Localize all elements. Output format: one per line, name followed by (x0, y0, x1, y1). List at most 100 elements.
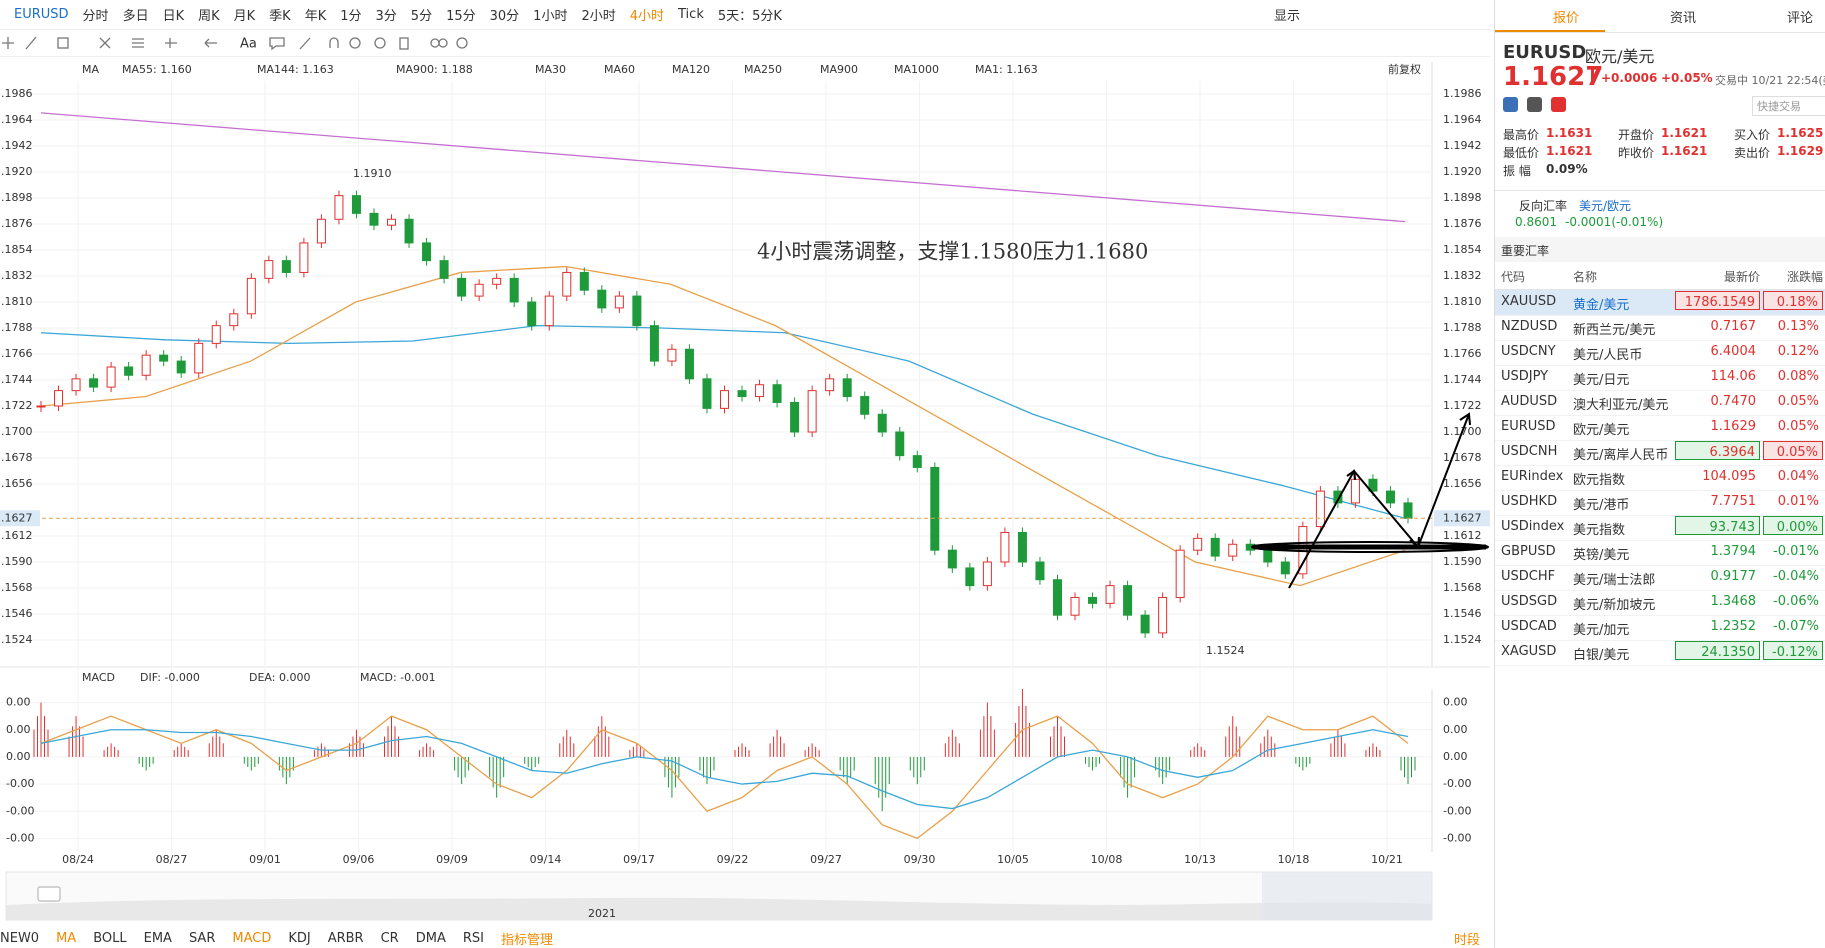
period-tab[interactable]: 3分 (375, 9, 397, 24)
quick-trade[interactable]: 快捷交易 (1752, 96, 1825, 116)
candle (772, 384, 782, 403)
panel-tab[interactable]: 评论 (1787, 11, 1814, 26)
rate-row[interactable]: USDindex 美元指数 93.743 0.00% (1495, 515, 1825, 541)
x-tick-label: 09/27 (810, 853, 842, 866)
indicator-tab[interactable]: SAR (188, 930, 216, 946)
rate-row[interactable]: USDCNY 美元/人民币 6.4004 0.12% (1495, 340, 1825, 366)
rate-row[interactable]: USDCNH 美元/离岸人民币 6.3964 0.05% (1495, 440, 1825, 466)
macd-tick-label: 0.00 (1443, 696, 1468, 709)
y-tick-label: 1.1546 (1443, 607, 1482, 620)
rate-row[interactable]: USDCAD 美元/加元 1.2352 -0.07% (1495, 615, 1825, 641)
candle (141, 354, 151, 376)
rate-row[interactable]: EURUSD 欧元/美元 1.1629 0.05% (1495, 415, 1825, 441)
candle (492, 277, 502, 285)
rates-col-header: 最新价 (1723, 270, 1760, 284)
indicator-tab[interactable]: EMA (143, 930, 172, 946)
rate-row[interactable]: USDSGD 美元/新加坡元 1.3468 -0.06% (1495, 590, 1825, 616)
period-tab[interactable]: 15分 (446, 9, 476, 24)
x-tick-label: 10/13 (1184, 853, 1216, 866)
rate-change: -0.06% (1773, 594, 1819, 609)
ma900-line (40, 112, 1406, 223)
y-tick-label-left: 1.1964 (0, 113, 33, 126)
range-select[interactable]: 5天：5分K (717, 9, 782, 24)
period-tab[interactable]: 周K (198, 9, 220, 24)
quote-icon[interactable] (1551, 97, 1566, 112)
rate-code: EURindex (1501, 469, 1564, 484)
period-tab[interactable]: 日K (162, 9, 185, 24)
period-tab[interactable]: 2小时 (581, 9, 616, 24)
y-tick-label-left: 1.1832 (0, 269, 33, 282)
rate-row[interactable]: USDHKD 美元/港币 7.7751 0.01% (1495, 490, 1825, 516)
candle (106, 366, 116, 388)
x-tick-label: 08/24 (62, 853, 94, 866)
period-tab[interactable]: Tick (678, 7, 704, 22)
current-price-label: 1.1627 (1443, 511, 1482, 524)
y-tick-label-left: 1.1920 (0, 165, 33, 178)
indicator-tab[interactable]: CR (380, 930, 399, 946)
candle (1052, 579, 1062, 616)
quote-icon[interactable] (1503, 97, 1518, 112)
candle (632, 295, 642, 327)
indicator-tab[interactable]: ARBR (327, 930, 364, 946)
candle (264, 260, 274, 279)
candle (614, 295, 624, 309)
candle (159, 354, 169, 362)
rates-header: 代码 名称 最新价 涨跌幅 (1495, 264, 1825, 290)
rate-row[interactable]: EURindex 欧元指数 104.095 0.04% (1495, 465, 1825, 491)
macd-label: MACD: -0.001 (360, 671, 436, 684)
period-tab[interactable]: 1小时 (533, 9, 568, 24)
ma-item: MA120 (672, 63, 710, 76)
indicator-tab[interactable]: RSI (462, 930, 484, 946)
ma-item: MA900 (820, 63, 858, 76)
period-tab[interactable]: 季K (269, 9, 291, 24)
symbol-tab[interactable]: EURUSD (14, 7, 69, 22)
display-menu[interactable]: 显示 (1273, 9, 1300, 24)
rate-change: 0.13% (1777, 319, 1819, 334)
rate-row[interactable]: GBPUSD 英镑/美元 1.3794 -0.01% (1495, 540, 1825, 566)
indicator-tab[interactable]: DMA (415, 930, 446, 946)
rate-change: -0.12% (1763, 641, 1823, 660)
y-tick-label-left: 1.1700 (0, 425, 33, 438)
indicator-tab[interactable]: KDJ (288, 930, 311, 946)
stat-label: 卖出价 (1734, 146, 1771, 160)
indicator-tab[interactable]: 指标管理 (500, 932, 553, 948)
stat-label: 最高价 (1503, 128, 1540, 142)
panel-tab[interactable]: 报价 (1553, 11, 1580, 26)
rate-change: 0.04% (1777, 469, 1819, 484)
y-tick-label: 1.1524 (1443, 633, 1482, 646)
macd-tick-label: -0.00 (1443, 777, 1471, 790)
rate-row[interactable]: USDCHF 美元/瑞士法郎 0.9177 -0.04% (1495, 565, 1825, 591)
session-button[interactable]: 时段 (1453, 932, 1480, 948)
rate-row[interactable]: AUDUSD 澳大利亚元/美元 0.7470 0.05% (1495, 390, 1825, 416)
indicator-tab[interactable]: BOLL (93, 930, 127, 946)
indicator-tab[interactable]: NEW0 (0, 930, 40, 946)
quote-panel: 报价 资讯 评论 EURUSD 欧元/美元 1.1627 +0.0006 +0.05% 交易中 … (1494, 0, 1825, 948)
period-tab[interactable]: 多日 (122, 9, 149, 24)
rate-row[interactable]: USDJPY 美元/日元 114.06 0.08% (1495, 365, 1825, 391)
candle (281, 260, 291, 273)
rate-row[interactable]: NZDUSD 新西兰元/美元 0.7167 0.13% (1495, 315, 1825, 341)
rate-row[interactable]: XAUUSD 黄金/美元 1786.1549 0.18% (1495, 290, 1825, 316)
period-tab[interactable]: 年K (304, 9, 327, 24)
period-tab[interactable]: 4小时 (629, 9, 665, 24)
panel-tab[interactable]: 资讯 (1670, 11, 1697, 26)
quote-status: 交易中 10/21 22:54(美 (1715, 74, 1825, 87)
period-tab[interactable]: 分时 (82, 9, 109, 24)
reverse-pair[interactable]: 美元/欧元 (1579, 199, 1632, 213)
quote-icon[interactable] (1527, 97, 1542, 112)
rates-col-header: 名称 (1573, 270, 1598, 284)
indicator-tab[interactable]: MA (56, 930, 77, 946)
x-tick-label: 09/17 (623, 853, 655, 866)
rate-change: -0.07% (1773, 619, 1819, 634)
period-tab[interactable]: 月K (233, 9, 256, 24)
candle (1175, 549, 1185, 598)
rate-row[interactable]: XAGUSD 白银/美元 24.1350 -0.12% (1495, 640, 1825, 666)
period-tab[interactable]: 5分 (410, 9, 433, 24)
y-tick-label-left: 1.1656 (0, 477, 33, 490)
indicator-tab[interactable]: MACD (232, 930, 272, 946)
ma-item: MA55: 1.160 (122, 63, 192, 76)
current-price-label-left: 1.1627 (0, 511, 33, 524)
period-tab[interactable]: 1分 (340, 9, 362, 24)
y-tick-label: 1.1722 (1443, 399, 1482, 412)
period-tab[interactable]: 30分 (489, 9, 520, 24)
